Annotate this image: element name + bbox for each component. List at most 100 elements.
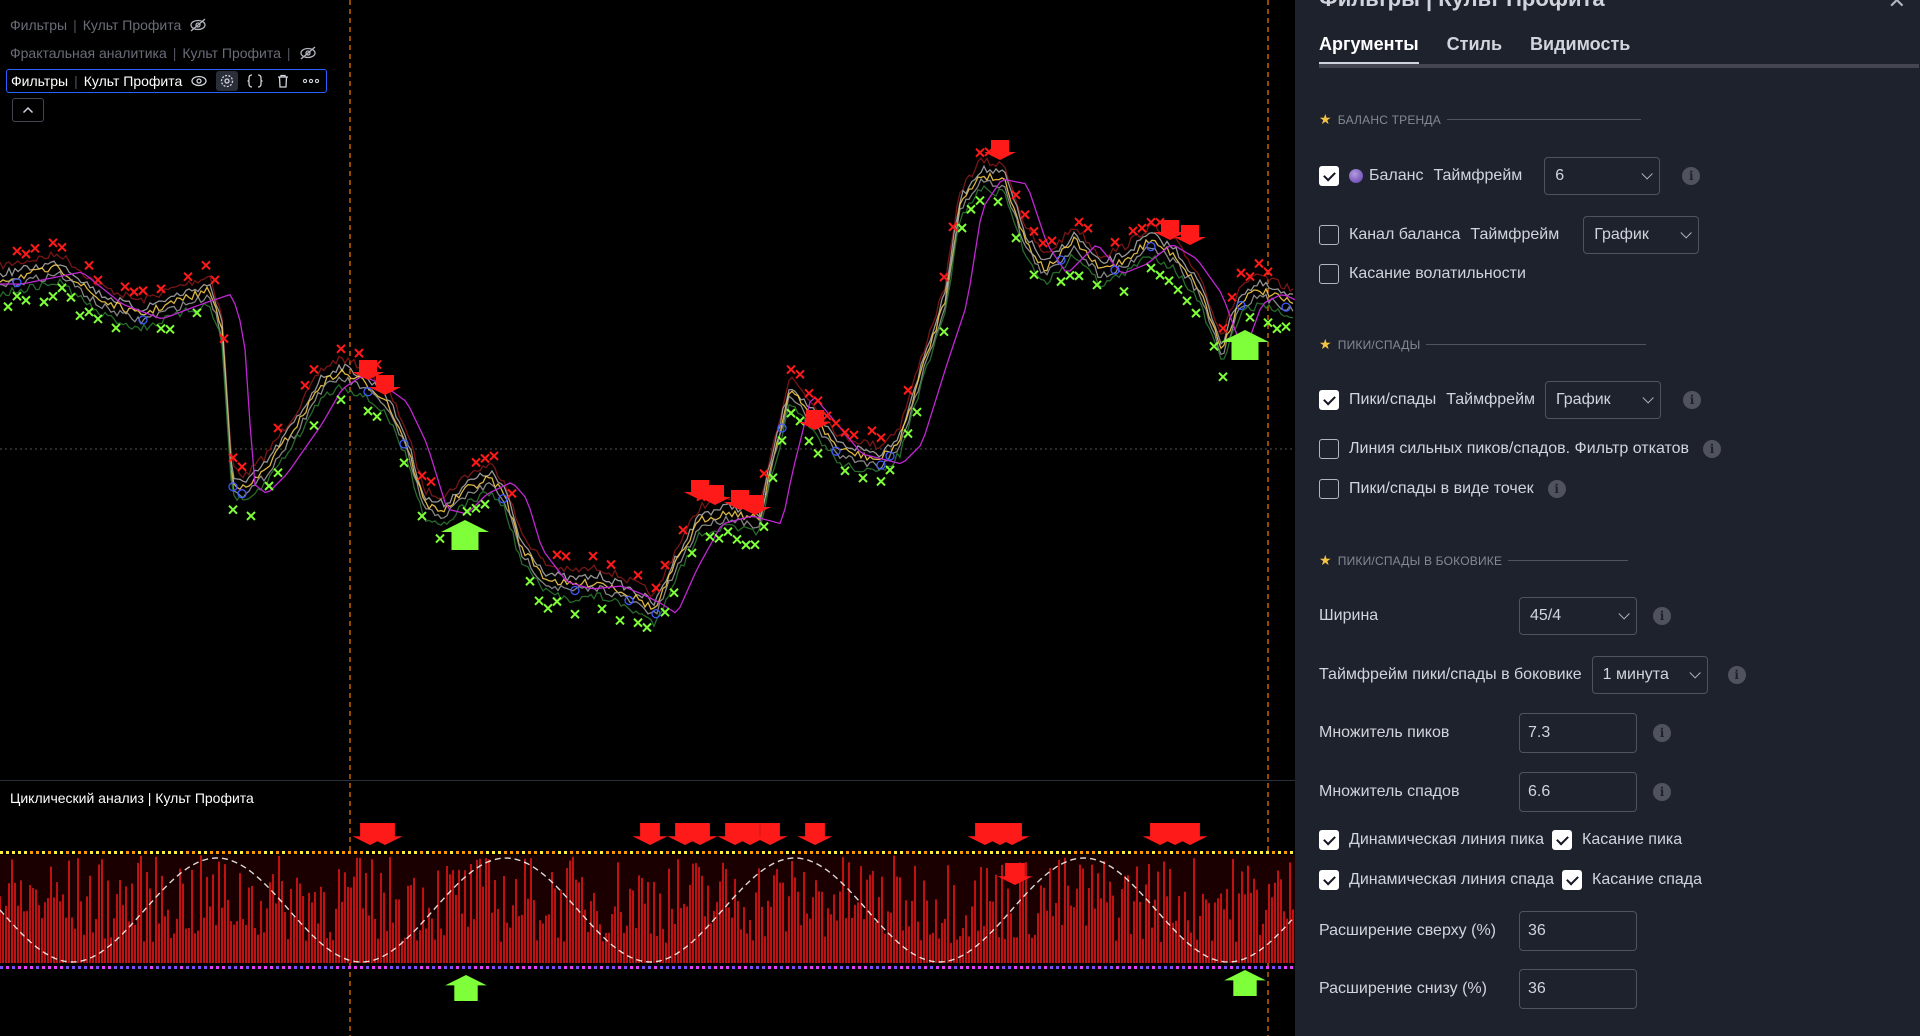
legend-filters-hidden[interactable]: Фильтры | Культ Профита <box>6 13 213 37</box>
peaks-timeframe-select[interactable]: График <box>1545 381 1662 419</box>
peak-cross-marker <box>1245 312 1255 323</box>
legend-filters-active[interactable]: Фильтры | Культ Профита <box>6 69 328 93</box>
peak-touch-checkbox[interactable] <box>1552 830 1573 850</box>
legend-source: Культ Профита <box>182 45 281 61</box>
top-dot-marker <box>1014 851 1017 854</box>
peak-cross-marker <box>201 260 211 271</box>
bottom-dot-marker <box>180 966 183 969</box>
bottom-dot-marker <box>486 966 489 969</box>
eye-off-icon[interactable] <box>187 15 209 35</box>
row-volatility-touch: Касание волатильности <box>1319 264 1526 284</box>
top-dot-marker <box>906 851 909 854</box>
trash-icon[interactable] <box>272 71 294 91</box>
collapse-legend-button[interactable] <box>12 98 44 122</box>
top-dot-marker <box>1218 851 1221 854</box>
top-dot-marker <box>186 851 189 854</box>
chart-area[interactable]: Фильтры | Культ Профита Фрактальная анал… <box>0 0 1295 1036</box>
tab-style[interactable]: Стиль <box>1446 34 1503 54</box>
bottom-dot-marker <box>528 966 531 969</box>
top-dot-marker <box>1182 851 1185 854</box>
peak-cross-marker <box>1110 237 1120 247</box>
bottom-dot-marker <box>1170 966 1173 969</box>
top-dot-marker <box>1242 851 1245 854</box>
bottom-dot-marker <box>972 966 975 969</box>
bottom-dot-marker <box>588 966 591 969</box>
info-icon[interactable]: i <box>1683 391 1702 409</box>
ext-bottom-input[interactable]: 36 <box>1519 969 1637 1009</box>
top-dot-marker <box>654 851 657 854</box>
peak-cross-marker <box>129 287 139 297</box>
cycle-sell-arrow <box>1172 823 1208 845</box>
braces-icon[interactable] <box>244 71 266 91</box>
info-icon[interactable]: i <box>1653 724 1671 742</box>
info-icon[interactable]: i <box>1727 666 1746 684</box>
peak-cross-marker <box>714 533 724 544</box>
dyn-peak-line-checkbox[interactable] <box>1319 830 1339 850</box>
bottom-dot-marker <box>66 966 69 969</box>
top-dot-marker <box>1068 851 1071 854</box>
star-icon: ★ <box>1319 336 1332 352</box>
peaks-dots-label: Пики/спады в виде точек <box>1349 480 1534 497</box>
info-icon[interactable]: i <box>1703 440 1722 458</box>
tab-arguments[interactable]: Аргументы <box>1319 34 1419 65</box>
trough-touch-checkbox[interactable] <box>1562 870 1582 890</box>
top-dot-marker <box>582 851 585 854</box>
strong-line-checkbox[interactable] <box>1319 439 1339 459</box>
bottom-dot-marker <box>978 966 981 969</box>
eye-off-icon[interactable] <box>297 43 319 63</box>
peak-mult-input[interactable]: 7.3 <box>1519 713 1637 753</box>
bottom-dot-marker <box>0 966 3 969</box>
peak-cross-marker <box>966 204 976 214</box>
volatility-touch-checkbox[interactable] <box>1319 264 1339 284</box>
balance-timeframe-select[interactable]: 6 <box>1544 157 1661 195</box>
balance-channel-checkbox[interactable] <box>1319 225 1339 245</box>
top-dot-marker <box>72 851 75 854</box>
eye-icon[interactable] <box>188 71 210 91</box>
top-dot-marker <box>324 851 327 854</box>
price-chart-canvas[interactable] <box>0 0 1295 1036</box>
top-dot-marker <box>474 851 477 854</box>
bottom-dot-marker <box>156 966 159 969</box>
bottom-dot-marker <box>378 966 381 969</box>
bottom-dot-marker <box>696 966 699 969</box>
bottom-dot-marker <box>1182 966 1185 969</box>
section-title: ПИКИ/СПАДЫ В БОКОВИКЕ <box>1337 553 1503 568</box>
legend-fractal-hidden[interactable]: Фрактальная аналитика | Культ Профита | <box>6 41 323 65</box>
peak-cross-marker <box>840 427 850 438</box>
peaks-dots-checkbox[interactable] <box>1319 479 1339 499</box>
top-dot-marker <box>168 851 171 854</box>
pane-divider[interactable] <box>0 780 1295 781</box>
width-select[interactable]: 45/4 <box>1519 597 1637 635</box>
top-dot-marker <box>1002 851 1005 854</box>
trough-touch-label: Касание спада <box>1592 871 1703 888</box>
top-dot-marker <box>978 851 981 854</box>
bottom-dot-marker <box>390 966 393 969</box>
trough-mult-input[interactable]: 6.6 <box>1519 772 1637 812</box>
flat-timeframe-select[interactable]: 1 минута <box>1591 656 1708 694</box>
close-icon[interactable]: ✕ <box>1887 0 1906 13</box>
top-dot-marker <box>306 851 309 854</box>
info-icon[interactable]: i <box>1682 167 1701 185</box>
bottom-dot-marker <box>648 966 651 969</box>
bottom-dot-marker <box>888 966 891 969</box>
ext-top-input[interactable]: 36 <box>1519 911 1637 951</box>
info-icon[interactable]: i <box>1547 480 1566 498</box>
info-icon[interactable]: i <box>1653 607 1671 625</box>
peak-cross-marker <box>1146 217 1156 227</box>
peak-cross-marker <box>480 453 490 464</box>
peak-cross-marker <box>417 511 427 521</box>
peaks-checkbox[interactable] <box>1319 390 1339 410</box>
bottom-dot-marker <box>834 966 837 969</box>
info-icon[interactable]: i <box>1653 783 1671 801</box>
tab-visibility[interactable]: Видимость <box>1530 34 1631 54</box>
more-icon[interactable] <box>300 71 322 91</box>
balance-channel-timeframe-select[interactable]: График <box>1583 216 1700 254</box>
top-dot-marker <box>1158 851 1161 854</box>
top-dot-marker <box>330 851 333 854</box>
balance-checkbox[interactable] <box>1319 166 1339 186</box>
top-dot-marker <box>570 851 573 854</box>
dyn-trough-line-checkbox[interactable] <box>1319 870 1339 890</box>
gear-icon[interactable] <box>216 71 239 91</box>
touch-circle-marker <box>651 609 661 619</box>
top-dot-marker <box>276 851 279 854</box>
